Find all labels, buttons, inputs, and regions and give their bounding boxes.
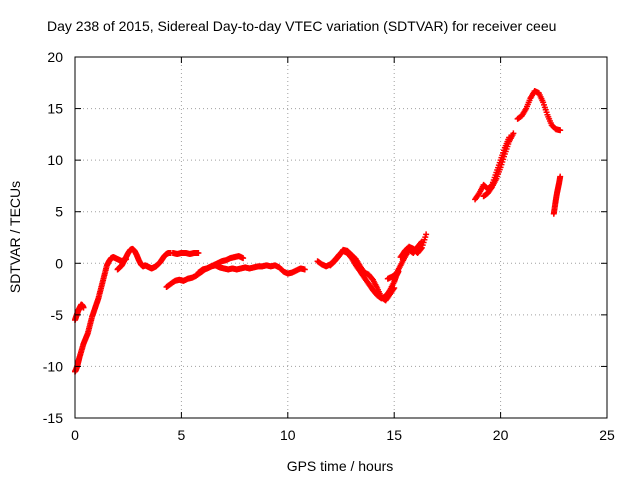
data-point [423,231,430,238]
data-point [418,245,425,252]
data-point [510,130,517,137]
y-tick-label: 0 [55,255,63,271]
data-point [301,266,308,273]
plot-frame [74,56,608,419]
x-tick-label: 15 [386,427,402,443]
data-point [80,304,87,311]
series-track-9 [384,238,425,282]
data-point [557,173,564,180]
data-point [240,255,247,262]
y-tick-label: 15 [47,101,63,117]
data-point [391,285,398,292]
data-point [390,286,397,293]
data-points [72,88,564,375]
y-tick-label: -5 [51,307,64,323]
series-track-1 [72,301,87,324]
x-tick-label: 25 [599,427,615,443]
series-track-12 [480,130,517,200]
y-tick-label: 5 [55,204,63,220]
y-axis-label: SDTVAR / TECUs [7,181,23,293]
x-tick-label: 5 [178,427,186,443]
series-track-8 [327,246,398,304]
series-track-4 [169,249,202,258]
series-track-10 [397,231,430,261]
x-tick-label: 10 [280,427,296,443]
y-tick-label: -10 [43,358,63,374]
y-tick-label: 20 [47,49,63,65]
series-track-2 [72,254,130,375]
x-tick-label: 20 [493,427,509,443]
y-tick-label: -15 [43,410,63,426]
series-track-13 [514,88,564,134]
y-tick-label: 10 [47,152,63,168]
series-track-3 [114,245,174,273]
series-track-14 [550,173,564,217]
chart-title: Day 238 of 2015, Sidereal Day-to-day VTE… [47,18,556,34]
series-track-5 [163,253,247,291]
data-point [557,127,564,134]
x-tick-label: 0 [71,427,79,443]
data-point [195,249,202,256]
axis-ticks: 0 5 10 15 20 25 -15 -10 -5 0 5 10 15 20 [43,49,615,443]
grid-lines [75,57,607,418]
series-track-6 [195,262,308,277]
x-axis-label: GPS time / hours [287,458,394,474]
